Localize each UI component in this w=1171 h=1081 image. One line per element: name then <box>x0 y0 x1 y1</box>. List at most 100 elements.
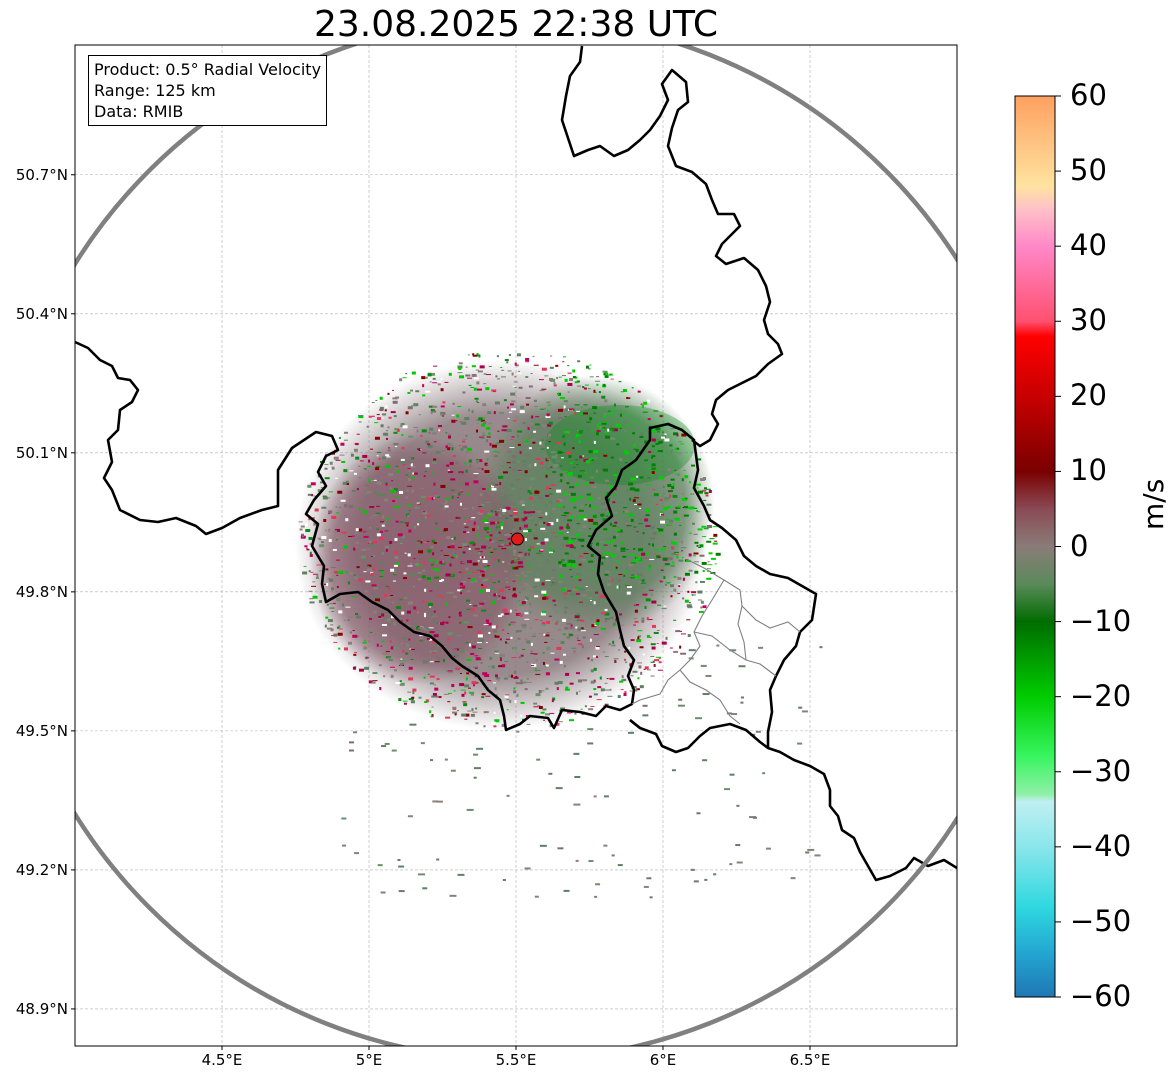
echo-pixel <box>371 479 377 481</box>
echo-pixel <box>333 633 338 637</box>
echo-pixel <box>347 619 350 622</box>
echo-pixel <box>694 570 699 574</box>
echo-pixel <box>417 578 422 581</box>
echo-pixel <box>488 631 491 634</box>
echo-pixel <box>390 578 395 580</box>
echo-pixel <box>433 495 439 497</box>
echo-pixel <box>495 694 498 698</box>
echo-pixel <box>525 511 531 514</box>
echo-pixel <box>376 417 381 421</box>
echo-pixel <box>587 657 590 660</box>
echo-pixel <box>638 559 643 562</box>
echo-pixel <box>575 484 578 486</box>
echo-pixel <box>523 443 529 445</box>
echo-pixel <box>338 647 341 650</box>
echo-pixel <box>446 486 450 490</box>
echo-pixel <box>555 722 560 726</box>
echo-pixel <box>493 511 497 513</box>
echo-pixel <box>454 713 457 716</box>
echo-pixel <box>556 620 559 623</box>
echo-pixel <box>712 508 718 512</box>
echo-pixel <box>451 684 455 688</box>
echo-pixel <box>566 622 572 625</box>
echo-pixel <box>534 595 539 598</box>
echo-pixel <box>456 635 462 637</box>
echo-pixel <box>365 531 371 533</box>
echo-pixel <box>370 591 375 594</box>
echo-pixel <box>613 488 617 491</box>
echo-pixel <box>379 530 383 533</box>
echo-pixel <box>378 570 384 572</box>
echo-pixel <box>376 397 381 401</box>
echo-pixel <box>500 496 506 499</box>
echo-pixel <box>465 434 468 437</box>
echo-pixel <box>380 493 386 497</box>
echo-pixel <box>413 606 417 610</box>
echo-pixel <box>715 552 721 556</box>
echo-pixel <box>644 552 650 554</box>
echo-pixel <box>457 873 465 876</box>
echo-pixel <box>458 483 464 486</box>
echo-pixel <box>428 638 432 641</box>
echo-pixel <box>652 489 656 491</box>
echo-pixel <box>665 581 671 583</box>
echo-pixel <box>623 658 626 661</box>
echo-pixel <box>557 503 562 507</box>
echo-pixel <box>651 472 654 476</box>
echo-pixel <box>301 536 304 538</box>
echo-pixel <box>513 436 519 438</box>
echo-pixel <box>535 416 540 418</box>
echo-pixel <box>338 610 343 614</box>
echo-pixel <box>479 459 483 463</box>
echo-pixel <box>511 408 517 411</box>
echo-pixel <box>631 574 635 576</box>
echo-pixel <box>506 361 509 364</box>
echo-pixel <box>483 383 487 385</box>
echo-pixel <box>538 427 541 429</box>
echo-pixel <box>458 362 463 365</box>
echo-pixel <box>762 772 766 775</box>
echo-pixel <box>557 498 563 502</box>
echo-pixel <box>554 622 558 625</box>
echo-pixel <box>481 468 484 471</box>
echo-pixel <box>729 863 733 866</box>
echo-pixel <box>547 518 553 520</box>
echo-pixel <box>497 580 500 583</box>
echo-pixel <box>470 713 475 717</box>
echo-pixel <box>567 590 572 592</box>
echo-pixel <box>355 528 359 532</box>
echo-pixel <box>520 701 525 704</box>
echo-pixel <box>474 474 477 478</box>
echo-pixel <box>461 612 467 615</box>
echo-pixel <box>609 522 612 526</box>
echo-pixel <box>539 467 545 469</box>
echo-pixel <box>528 547 531 550</box>
echo-pixel <box>518 488 523 490</box>
echo-pixel <box>617 695 621 699</box>
echo-pixel <box>647 619 653 621</box>
echo-pixel <box>548 493 553 495</box>
echo-pixel <box>362 454 368 458</box>
echo-pixel <box>464 517 469 520</box>
echo-pixel <box>569 592 575 596</box>
echo-pixel <box>646 484 652 486</box>
echo-pixel <box>508 495 514 497</box>
echo-pixel <box>427 576 430 579</box>
echo-pixel <box>570 499 576 502</box>
echo-pixel <box>643 557 648 560</box>
echo-pixel <box>517 430 523 433</box>
echo-pixel <box>603 414 606 418</box>
echo-pixel <box>702 489 707 492</box>
echo-pixel <box>519 527 522 531</box>
echo-pixel <box>319 544 325 548</box>
echo-pixel <box>478 591 481 593</box>
echo-pixel <box>323 583 328 585</box>
echo-pixel <box>368 459 371 463</box>
echo-pixel <box>716 644 720 647</box>
echo-pixel <box>463 523 466 525</box>
echo-pixel <box>368 478 371 482</box>
echo-pixel <box>569 377 574 381</box>
echo-pixel <box>626 549 629 551</box>
echo-pixel <box>512 546 516 549</box>
echo-pixel <box>410 700 415 704</box>
